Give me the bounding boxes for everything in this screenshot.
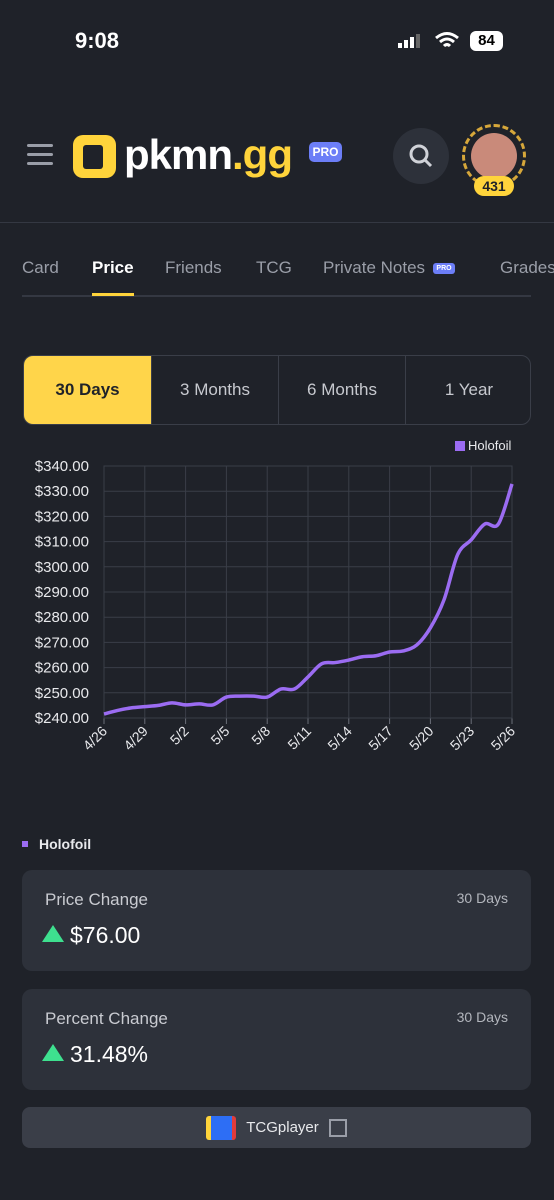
x-tick-label: 5/23: [447, 723, 478, 754]
tab[interactable]: Grades: [500, 258, 554, 277]
y-tick-label: $310.00: [35, 534, 89, 551]
up-arrow: [42, 1044, 64, 1061]
range-button[interactable]: 1 Year: [405, 356, 530, 424]
menu-button[interactable]: [27, 144, 53, 166]
y-tick-label: $260.00: [35, 660, 89, 677]
tab-indicator: [92, 293, 134, 296]
x-tick-label: 5/11: [284, 723, 314, 753]
x-tick-label: 5/14: [324, 723, 355, 754]
wifi-icon: [435, 32, 459, 48]
legend-swatch: [455, 441, 465, 451]
stat-value: $76.00: [70, 922, 141, 948]
logo-part: .gg: [232, 131, 293, 178]
x-tick-label: 5/26: [488, 723, 519, 754]
x-tick-label: 5/20: [406, 723, 437, 754]
series-label: Holofoil: [39, 836, 92, 852]
x-tick-label: 4/29: [120, 723, 151, 754]
y-tick-label: $290.00: [35, 584, 89, 601]
range-button[interactable]: 6 Months: [278, 356, 405, 424]
y-tick-label: $300.00: [35, 559, 89, 576]
tab[interactable]: Friends: [165, 258, 222, 277]
pro-badge: PRO: [309, 142, 342, 162]
stat-card: Price Change 30 Days $76.00: [22, 870, 531, 971]
stat-title: Price Change: [45, 890, 149, 909]
range-button[interactable]: 3 Months: [151, 356, 278, 424]
stat-title: Percent Change: [45, 1009, 168, 1028]
up-arrow: [42, 925, 64, 942]
logo-icon: [73, 135, 116, 178]
y-tick-label: $320.00: [35, 508, 89, 525]
price-chart: $240.00 $250.00 $260.00 $270.00 $280.00 $290.…: [35, 438, 519, 754]
stat-period: 30 Days: [456, 890, 508, 906]
x-tick-label: 5/8: [248, 723, 273, 748]
y-tick-label: $340.00: [35, 458, 89, 475]
y-tick-label: $330.00: [35, 483, 89, 500]
x-tick-label: 4/26: [80, 723, 111, 754]
tab[interactable]: Card: [22, 258, 59, 277]
status-time: 9:08: [75, 28, 120, 53]
logo-part: pkmn: [124, 131, 233, 178]
pro-badge: PRO: [433, 263, 455, 274]
signal-icon: [398, 34, 424, 48]
battery: 84: [470, 31, 503, 51]
stat-period: 30 Days: [456, 1009, 508, 1025]
search-button[interactable]: [393, 128, 449, 184]
legend-label: Holofoil: [468, 438, 511, 453]
range-selector: 30 Days 3 Months 6 Months 1 Year: [23, 355, 531, 425]
y-tick-label: $270.00: [35, 634, 89, 651]
level-badge: 431: [474, 176, 514, 196]
y-tick-label: $240.00: [35, 710, 89, 727]
external-icon: [328, 1118, 347, 1137]
tab-rule: [22, 295, 531, 297]
x-tick-label: 5/17: [365, 723, 396, 754]
tab[interactable]: TCG: [256, 258, 292, 277]
tab[interactable]: Price: [92, 258, 134, 277]
y-tick-label: $280.00: [35, 609, 89, 626]
plot-border: [103, 465, 513, 719]
x-tick-label: 5/2: [167, 723, 192, 748]
button-label: TCGplayer: [246, 1119, 319, 1136]
price-line: [103, 483, 514, 716]
divider: [0, 222, 554, 223]
tab[interactable]: Private Notes: [323, 258, 426, 277]
stat-card: Percent Change 30 Days 31.48%: [22, 989, 531, 1090]
stat-value: 31.48%: [70, 1041, 149, 1067]
x-tick-label: 5/5: [207, 723, 232, 748]
logo-text: pkmn.gg: [124, 131, 293, 179]
tcgplayer-button[interactable]: TCGplayer: [22, 1107, 531, 1148]
y-tick-label: $250.00: [35, 685, 89, 702]
tcgplayer-icon: [206, 1115, 237, 1140]
range-button[interactable]: 30 Days: [24, 356, 151, 424]
legend-dot: [22, 841, 28, 847]
